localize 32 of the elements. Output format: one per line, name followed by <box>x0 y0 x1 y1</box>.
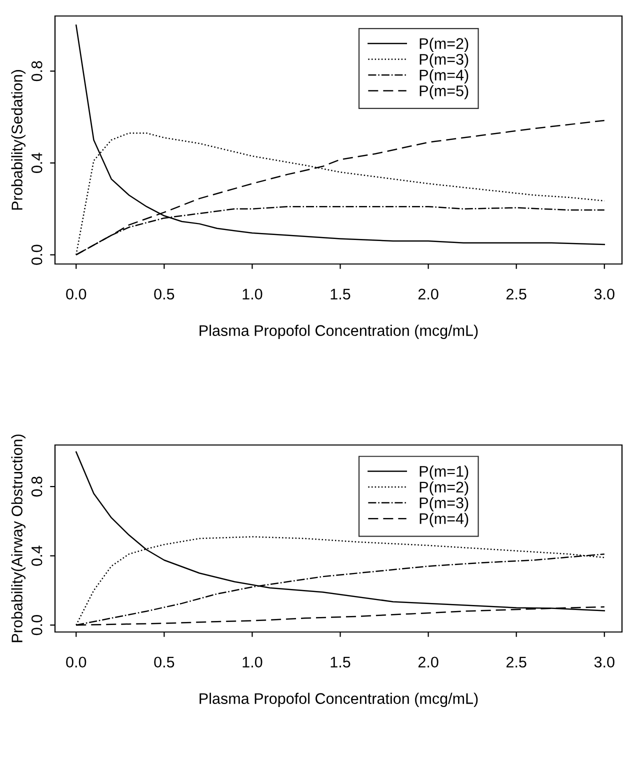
legend-label: P(m=2) <box>420 481 468 496</box>
x-tick-label: 0.0 <box>66 656 86 668</box>
x-tick-label: 1.0 <box>242 656 262 668</box>
x-tick-label: 0.5 <box>154 656 174 668</box>
x-tick-label: 2.5 <box>506 656 526 668</box>
x-tick-label: 0.0 <box>66 288 86 300</box>
y-tick-label: 0.0 <box>31 615 42 636</box>
x-tick-label: 0.5 <box>154 288 174 300</box>
x-tick-label: 2.5 <box>506 288 526 300</box>
y-tick-label: 0.0 <box>31 244 42 265</box>
y-tick-label: 0.8 <box>31 476 42 497</box>
x-tick-label: 1.5 <box>330 288 350 300</box>
y-tick-label: 0.4 <box>31 152 42 173</box>
y-axis-title: Probability(Sedation) <box>11 70 26 210</box>
x-tick-label: 2.0 <box>418 288 438 300</box>
y-tick-label: 0.8 <box>31 61 42 82</box>
x-tick-label: 2.0 <box>418 656 438 668</box>
y-axis-title: Probability(Airway Obstruction) <box>11 434 26 642</box>
legend-label: P(m=1) <box>420 466 468 480</box>
y-tick-label: 0.4 <box>31 546 42 566</box>
x-tick-label: 3.0 <box>594 656 614 668</box>
x-tick-label: 1.0 <box>242 288 262 300</box>
x-tick-label: 1.5 <box>330 656 350 668</box>
legend-label: P(m=3) <box>420 54 468 68</box>
legend-label: P(m=3) <box>420 497 468 512</box>
legend-label: P(m=4) <box>420 512 468 528</box>
legend-label: P(m=5) <box>420 85 468 100</box>
x-axis-title: Plasma Propofol Concentration (mcg/mL) <box>200 692 478 708</box>
legend-label: P(m=4) <box>420 69 468 84</box>
x-tick-label: 3.0 <box>594 288 614 300</box>
legend-label: P(m=2) <box>420 38 468 52</box>
x-axis-title: Plasma Propofol Concentration (mcg/mL) <box>200 324 478 340</box>
